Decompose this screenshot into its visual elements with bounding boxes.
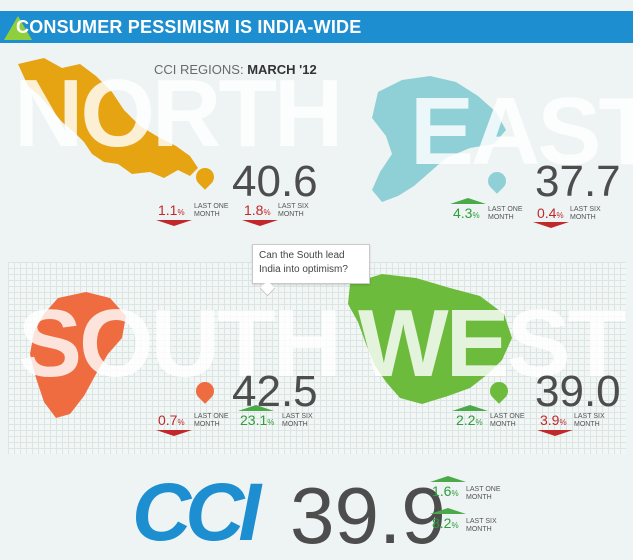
east-map xyxy=(372,76,506,202)
west-one-month-label: LAST ONE MONTH xyxy=(490,413,525,429)
cci-one-month-label: LAST ONE MONTH xyxy=(466,486,501,502)
west-six-month-change: 3.9% xyxy=(540,412,567,428)
south-map xyxy=(30,292,126,418)
cci-six-month-arrow-up-icon xyxy=(430,508,466,514)
cci-six-month-change: 8.2% xyxy=(432,515,459,531)
cci-six-month-label: LAST SIX MONTH xyxy=(466,518,497,534)
north-six-month-change: 1.8% xyxy=(244,202,271,218)
cci-one-month-change: 1.6% xyxy=(432,483,459,499)
east-word: EAST xyxy=(410,78,633,185)
west-one-month-change: 2.2% xyxy=(456,412,483,428)
west-six-month-arrow-down-icon xyxy=(537,430,573,436)
east-value: 37.7 xyxy=(535,157,621,206)
north-six-month-arrow-down-icon xyxy=(242,220,278,226)
west-value: 39.0 xyxy=(535,367,621,416)
east-six-month-arrow-down-icon xyxy=(533,222,569,228)
east-one-month-change: 4.3% xyxy=(453,205,480,221)
north-word: NORTH xyxy=(14,60,343,167)
banner-triangle-icon xyxy=(4,16,32,40)
cci-one-month-arrow-up-icon xyxy=(430,476,466,482)
cci-value: 39.9 xyxy=(290,471,446,560)
north-map xyxy=(18,58,198,178)
south-one-month-label: LAST ONE MONTH xyxy=(194,413,229,429)
title-banner xyxy=(0,11,633,43)
west-six-month-label: LAST SIX MONTH xyxy=(574,413,605,429)
north-one-month-label: LAST ONE MONTH xyxy=(194,203,229,219)
cci-label: CCI xyxy=(132,467,261,558)
north-one-month-arrow-down-icon xyxy=(156,220,192,226)
south-word: SOUTH xyxy=(18,290,342,397)
east-one-month-arrow-up-icon xyxy=(450,198,486,204)
west-map xyxy=(348,274,512,404)
east-one-month-label: LAST ONE MONTH xyxy=(488,206,523,222)
south-one-month-arrow-down-icon xyxy=(156,430,192,436)
south-six-month-change: 23.1% xyxy=(240,412,275,428)
north-six-month-label: LAST SIX MONTH xyxy=(278,203,309,219)
west-word: WEST xyxy=(358,290,626,397)
south-six-month-arrow-up-icon xyxy=(238,405,274,411)
south-six-month-label: LAST SIX MONTH xyxy=(282,413,313,429)
south-one-month-change: 0.7% xyxy=(158,412,185,428)
page-title: CONSUMER PESSIMISM IS INDIA-WIDE xyxy=(16,17,362,37)
subtitle: CCI REGIONS: MARCH '12 xyxy=(154,62,317,77)
west-one-month-arrow-up-icon xyxy=(452,405,488,411)
callout-bubble: Can the South lead India into optimism? xyxy=(252,244,370,284)
grid-band xyxy=(8,262,626,454)
region-maps xyxy=(18,58,512,418)
north-one-month-change: 1.1% xyxy=(158,202,185,218)
east-six-month-label: LAST SIX MONTH xyxy=(570,206,601,222)
north-value: 40.6 xyxy=(232,157,318,206)
east-six-month-change: 0.4% xyxy=(537,205,564,221)
